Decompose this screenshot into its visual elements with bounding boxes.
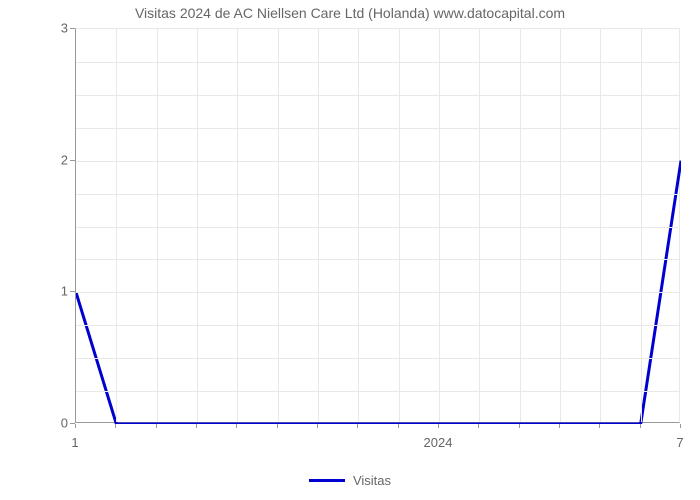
x-minor-tick [236, 424, 237, 428]
x-minor-tick [75, 424, 76, 428]
grid-line-horizontal [76, 227, 679, 228]
grid-line-vertical [600, 29, 601, 422]
grid-line-horizontal [76, 128, 679, 129]
x-minor-tick [317, 424, 318, 428]
y-tick-label: 3 [50, 21, 68, 36]
grid-line-horizontal [76, 62, 679, 63]
grid-line-vertical [318, 29, 319, 422]
x-minor-tick [438, 424, 439, 428]
x-minor-tick [680, 424, 681, 428]
y-tick [70, 160, 75, 161]
grid-line-horizontal [76, 358, 679, 359]
visits-chart: Visitas 2024 de AC Niellsen Care Ltd (Ho… [0, 0, 700, 500]
y-tick-label: 1 [50, 284, 68, 299]
y-tick-label: 0 [50, 416, 68, 431]
grid-line-vertical [439, 29, 440, 422]
grid-line-vertical [157, 29, 158, 422]
x-minor-tick [196, 424, 197, 428]
x-tick-label: 7 [676, 435, 683, 450]
x-tick-label: 1 [71, 435, 78, 450]
grid-line-horizontal [76, 325, 679, 326]
x-minor-tick [599, 424, 600, 428]
x-minor-tick [640, 424, 641, 428]
x-minor-tick [519, 424, 520, 428]
chart-title: Visitas 2024 de AC Niellsen Care Ltd (Ho… [0, 5, 700, 21]
grid-line-horizontal [76, 161, 679, 162]
grid-line-vertical [641, 29, 642, 422]
grid-line-vertical [479, 29, 480, 422]
chart-legend: Visitas [0, 473, 700, 488]
plot-area [75, 28, 680, 423]
grid-line-vertical [520, 29, 521, 422]
legend-label: Visitas [353, 473, 391, 488]
y-tick-label: 2 [50, 152, 68, 167]
x-minor-tick [115, 424, 116, 428]
grid-line-vertical [278, 29, 279, 422]
grid-line-horizontal [76, 259, 679, 260]
x-center-label: 2024 [424, 435, 453, 450]
grid-line-horizontal [76, 391, 679, 392]
y-tick [70, 28, 75, 29]
x-minor-tick [156, 424, 157, 428]
x-minor-tick [478, 424, 479, 428]
grid-line-vertical [116, 29, 117, 422]
x-minor-tick [398, 424, 399, 428]
grid-line-horizontal [76, 194, 679, 195]
legend-swatch [309, 479, 345, 482]
grid-line-horizontal [76, 95, 679, 96]
x-minor-tick [277, 424, 278, 428]
grid-line-horizontal [76, 292, 679, 293]
x-minor-tick [357, 424, 358, 428]
x-minor-tick [559, 424, 560, 428]
grid-line-vertical [560, 29, 561, 422]
y-tick [70, 291, 75, 292]
grid-line-vertical [237, 29, 238, 422]
grid-line-vertical [197, 29, 198, 422]
grid-line-vertical [358, 29, 359, 422]
grid-line-vertical [399, 29, 400, 422]
